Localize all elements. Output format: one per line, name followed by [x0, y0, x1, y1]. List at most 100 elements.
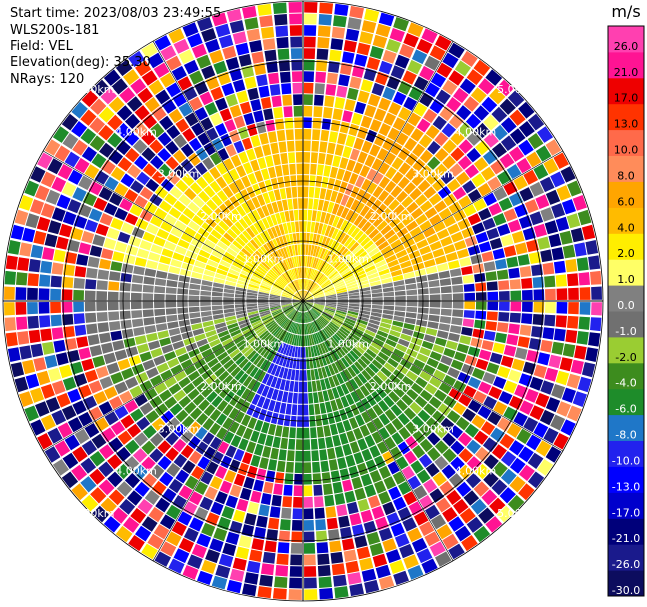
- ppi-gate: [556, 288, 568, 300]
- ppi-gate: [134, 393, 148, 407]
- ppi-gate: [157, 148, 172, 162]
- ppi-gate: [303, 301, 307, 312]
- ppi-gate: [418, 134, 433, 149]
- ppi-gate: [200, 311, 212, 317]
- ppi-gate: [71, 101, 88, 119]
- ppi-gate: [427, 321, 439, 329]
- ppi-gate: [285, 286, 295, 294]
- ppi-gate: [303, 427, 310, 439]
- ppi-gate: [426, 233, 439, 245]
- ppi-gate: [296, 358, 300, 370]
- ppi-gate: [196, 412, 209, 426]
- ppi-gate: [141, 516, 158, 532]
- ppi-gate: [509, 128, 526, 145]
- ppi-gate: [233, 473, 246, 487]
- colorbar-segment: [608, 233, 644, 260]
- ppi-gate: [459, 335, 472, 345]
- ppi-gate: [128, 535, 145, 552]
- ppi-gate: [161, 488, 177, 503]
- ppi-gate: [314, 302, 325, 305]
- ppi-gate: [475, 122, 491, 139]
- ppi-gate: [133, 326, 145, 337]
- ppi-gate: [357, 233, 368, 244]
- ppi-gate: [303, 105, 313, 117]
- ppi-gate: [165, 447, 179, 462]
- ppi-gate: [404, 137, 418, 152]
- ppi-gate: [305, 323, 309, 335]
- ppi-gate: [368, 378, 380, 390]
- ppi-gate: [177, 288, 189, 295]
- ppi-gate: [299, 301, 303, 312]
- ppi-gate: [397, 147, 411, 161]
- ppi-gate: [470, 254, 483, 265]
- ppi-gate: [184, 401, 197, 415]
- instrument-label: WLS200s-181: [10, 23, 100, 38]
- ppi-gate: [342, 146, 352, 159]
- ppi-gate: [493, 213, 507, 226]
- ppi-gate: [211, 451, 224, 465]
- ppi-gate: [312, 307, 321, 315]
- ppi-gate: [394, 311, 406, 317]
- ppi-gate: [167, 417, 181, 431]
- ppi-gate: [334, 361, 343, 372]
- ppi-gate: [405, 283, 417, 290]
- ppi-gate: [364, 484, 377, 498]
- ppi-gate: [313, 292, 324, 297]
- ppi-gate: [411, 49, 428, 65]
- ppi-gate: [260, 282, 272, 289]
- ppi-gate: [177, 281, 189, 289]
- ppi-gate: [376, 264, 389, 272]
- ppi-gate: [393, 91, 407, 106]
- ppi-gate: [474, 319, 486, 329]
- ppi-gate: [222, 374, 234, 386]
- ppi-gate: [466, 456, 482, 471]
- ppi-gate: [436, 330, 449, 339]
- ppi-gate: [296, 301, 303, 310]
- ppi-gate: [254, 146, 264, 159]
- ppi-gate: [183, 59, 199, 75]
- ppi-gate: [464, 423, 479, 438]
- ppi-gate: [336, 287, 347, 292]
- ppi-gate: [434, 389, 447, 402]
- ppi-gate: [213, 527, 228, 542]
- colorbar-tick-label: -13.0: [612, 480, 640, 493]
- ppi-gate: [44, 354, 58, 369]
- ppi-gate: [537, 126, 554, 143]
- ppi-gate: [555, 274, 567, 287]
- ppi-gate: [478, 349, 492, 361]
- ppi-gate: [243, 476, 255, 490]
- ppi-gate: [254, 419, 264, 432]
- ppi-gate: [282, 94, 292, 106]
- ppi-gate: [474, 273, 486, 283]
- ppi-gate: [133, 464, 148, 480]
- ppi-gate: [47, 427, 63, 444]
- ppi-gate: [303, 485, 313, 497]
- ppi-gate: [294, 301, 303, 308]
- ppi-gate: [361, 369, 372, 381]
- ppi-gate: [366, 243, 377, 254]
- ppi-gate: [287, 198, 293, 210]
- ppi-gate: [414, 268, 427, 277]
- ppi-gate: [300, 244, 303, 255]
- ppi-gate: [218, 34, 234, 49]
- ppi-gate: [394, 54, 410, 69]
- ppi-gate: [231, 208, 242, 220]
- ppi-gate: [282, 331, 289, 343]
- colorbar-segment: [608, 155, 644, 182]
- ppi-gate: [411, 382, 424, 395]
- ppi-gate: [409, 401, 422, 415]
- ppi-gate: [165, 308, 177, 315]
- ppi-gate: [320, 211, 327, 223]
- ppi-gate: [360, 304, 372, 308]
- ppi-gate: [349, 350, 360, 361]
- ppi-gate: [253, 479, 264, 492]
- ppi-gate: [325, 304, 337, 308]
- ppi-gate: [556, 401, 571, 417]
- ppi-gate: [128, 50, 145, 67]
- ppi-gate: [449, 163, 464, 177]
- ppi-gate: [556, 302, 568, 314]
- ppi-gate: [334, 586, 349, 599]
- ppi-gate: [124, 113, 141, 129]
- ppi-gate: [40, 260, 53, 274]
- ppi-gate: [119, 282, 131, 292]
